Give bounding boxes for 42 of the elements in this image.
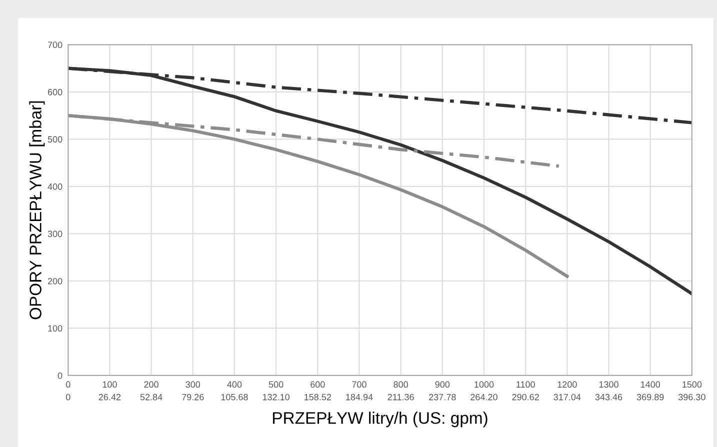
y-axis-title: OPORY PRZEPŁYWU [mbar]: [29, 101, 45, 320]
x2-tick-label: 290.62: [512, 394, 539, 400]
x2-tick-label: 26.42: [98, 394, 121, 400]
x-tick-label: 1500: [682, 381, 702, 388]
x-tick-label: 600: [310, 381, 325, 388]
x2-tick-label: 52.84: [140, 394, 162, 400]
y-tick-label: 200: [48, 278, 62, 284]
y-tick-label: 0: [58, 372, 62, 379]
x-tick-label: 400: [227, 381, 242, 388]
x-axis-title: PRZEPŁYW litry/h (US: gpm): [273, 412, 488, 428]
x2-tick-label: 396.30: [678, 394, 706, 400]
x2-tick-label: 317.04: [554, 394, 581, 400]
x2-tick-label: 237.78: [429, 394, 456, 400]
x-tick-label: 1400: [640, 381, 660, 388]
x-tick-label: 800: [394, 381, 408, 388]
x2-tick-label: 184.94: [346, 394, 373, 400]
y-tick-label: 600: [48, 88, 62, 96]
x-tick-label: 900: [435, 381, 450, 388]
x2-tick-label: 158.52: [304, 394, 331, 400]
x2-tick-label: 211.36: [388, 394, 414, 400]
x-tick-label: 1100: [516, 381, 535, 388]
x-tick-label: 500: [268, 381, 284, 388]
y-tick-label: 500: [48, 136, 62, 143]
x2-tick-label: 264.20: [470, 394, 498, 400]
x-tick-label: 100: [102, 381, 117, 388]
x2-tick-label: 369.89: [636, 394, 664, 400]
x2-tick-label: 343.46: [595, 394, 622, 400]
x-tick-label: 0: [66, 381, 70, 388]
x-tick-label: 1200: [558, 381, 577, 388]
y-tick-label: 300: [48, 230, 62, 238]
x-tick-label: 1000: [474, 381, 494, 388]
y-tick-label: 700: [48, 42, 62, 48]
x2-tick-label: 79.26: [182, 394, 204, 400]
x2-tick-label: 105.68: [221, 394, 248, 400]
y-tick-label: 400: [48, 183, 62, 190]
x-tick-label: 1300: [599, 381, 618, 388]
x2-tick-label: 0: [66, 394, 70, 400]
y-tick-label: 100: [48, 325, 62, 332]
x-tick-label: 200: [144, 381, 158, 388]
x-tick-label: 700: [352, 381, 366, 388]
x2-tick-label: 132.10: [262, 394, 290, 400]
x-tick-label: 300: [186, 381, 200, 388]
